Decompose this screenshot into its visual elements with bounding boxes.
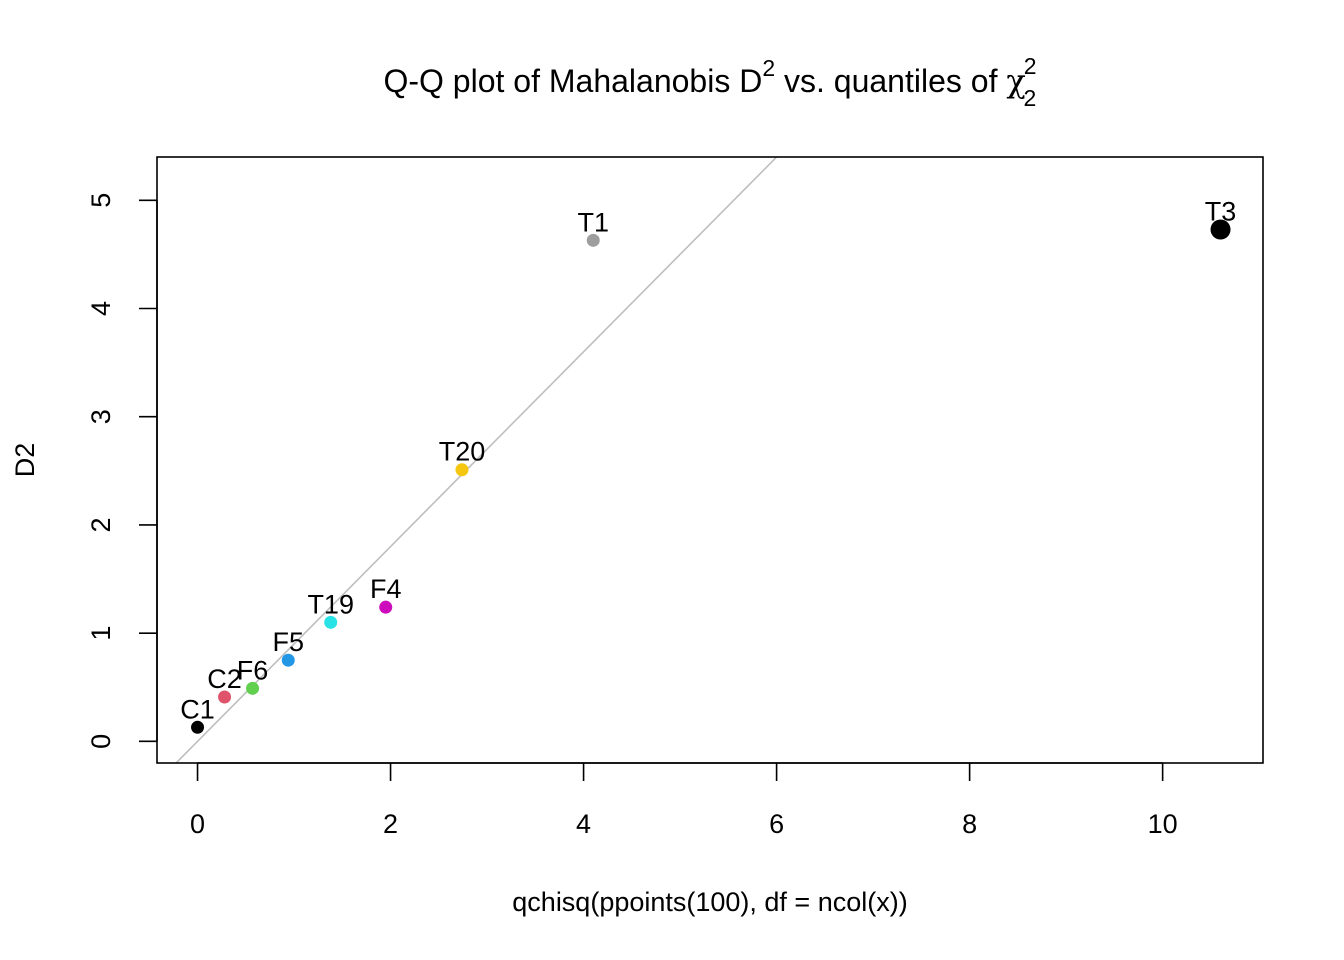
title-chi-symbol: χ bbox=[1006, 62, 1025, 100]
x-tick-label: 6 bbox=[769, 809, 784, 839]
point-label-f5: F5 bbox=[272, 627, 304, 657]
data-point-f6 bbox=[246, 681, 260, 695]
data-point-t19 bbox=[324, 615, 338, 629]
data-point-f4 bbox=[379, 600, 393, 614]
x-tick-label: 0 bbox=[190, 809, 205, 839]
data-point-c1 bbox=[191, 720, 205, 734]
x-axis: 0 2 4 6 8 10 bbox=[190, 762, 1178, 839]
y-tick-label: 5 bbox=[86, 193, 116, 208]
title-d-superscript: 2 bbox=[762, 55, 775, 81]
point-label-f6: F6 bbox=[237, 655, 269, 685]
point-label-t3: T3 bbox=[1205, 197, 1237, 227]
title-chi-subscript: 2 bbox=[1024, 85, 1037, 111]
data-point-t20 bbox=[455, 463, 469, 477]
title-chi-superscript: 2 bbox=[1024, 53, 1037, 79]
data-point-t3 bbox=[1210, 219, 1231, 240]
title-middle: vs. quantiles of bbox=[775, 63, 1006, 99]
y-tick-label: 3 bbox=[86, 409, 116, 424]
point-label-t20: T20 bbox=[439, 437, 486, 467]
point-label-t19: T19 bbox=[307, 589, 354, 619]
reference-line bbox=[174, 157, 778, 763]
x-tick-label: 4 bbox=[576, 809, 591, 839]
data-point-f5 bbox=[281, 653, 295, 667]
point-label-t1: T1 bbox=[577, 207, 609, 237]
y-axis: 0 1 2 3 4 5 bbox=[86, 193, 158, 749]
y-tick-label: 1 bbox=[86, 626, 116, 641]
data-point-c2 bbox=[218, 690, 232, 704]
point-label-c1: C1 bbox=[180, 694, 215, 724]
title-main: Q-Q plot of Mahalanobis D bbox=[383, 63, 762, 99]
x-axis-label: qchisq(ppoints(100), df = ncol(x)) bbox=[512, 887, 907, 917]
point-label-c2: C2 bbox=[207, 664, 242, 694]
chart-title: Q-Q plot of Mahalanobis D2 vs. quantiles… bbox=[383, 53, 1036, 111]
data-point-t1 bbox=[586, 233, 600, 247]
x-tick-label: 10 bbox=[1148, 809, 1178, 839]
y-tick-label: 4 bbox=[86, 301, 116, 316]
x-tick-label: 2 bbox=[383, 809, 398, 839]
x-tick-label: 8 bbox=[962, 809, 977, 839]
y-axis-label: D2 bbox=[10, 443, 40, 478]
y-tick-label: 2 bbox=[86, 517, 116, 532]
y-tick-label: 0 bbox=[86, 734, 116, 749]
point-label-f4: F4 bbox=[370, 574, 402, 604]
plot-frame bbox=[156, 156, 1264, 764]
